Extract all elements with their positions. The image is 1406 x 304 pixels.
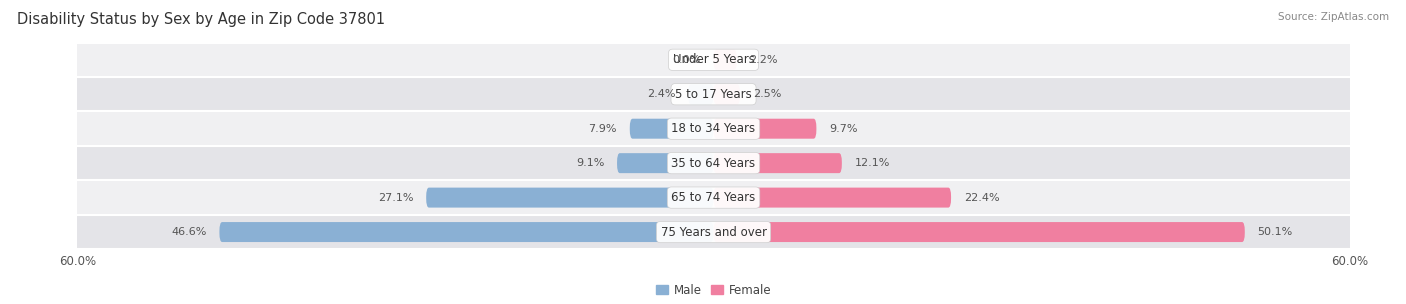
Text: 35 to 64 Years: 35 to 64 Years (672, 157, 755, 170)
Text: 46.6%: 46.6% (172, 227, 207, 237)
FancyBboxPatch shape (630, 119, 714, 139)
Bar (77, 215, 1350, 249)
Text: 50.1%: 50.1% (1257, 227, 1292, 237)
Bar (77, 77, 1350, 112)
Text: 22.4%: 22.4% (963, 193, 1000, 202)
FancyBboxPatch shape (219, 222, 714, 242)
FancyBboxPatch shape (714, 50, 737, 70)
Bar (77, 146, 1350, 180)
Bar (77, 43, 1350, 77)
Text: 9.1%: 9.1% (576, 158, 605, 168)
Legend: Male, Female: Male, Female (651, 279, 776, 301)
Text: 0.0%: 0.0% (672, 55, 700, 65)
FancyBboxPatch shape (714, 84, 740, 104)
Text: 5 to 17 Years: 5 to 17 Years (675, 88, 752, 101)
Text: 12.1%: 12.1% (855, 158, 890, 168)
Text: 2.5%: 2.5% (752, 89, 782, 99)
Bar (77, 180, 1350, 215)
FancyBboxPatch shape (617, 153, 714, 173)
Text: Under 5 Years: Under 5 Years (672, 53, 755, 66)
Text: Source: ZipAtlas.com: Source: ZipAtlas.com (1278, 12, 1389, 22)
Text: 7.9%: 7.9% (589, 124, 617, 134)
FancyBboxPatch shape (426, 188, 714, 208)
FancyBboxPatch shape (688, 84, 714, 104)
Text: 2.4%: 2.4% (647, 89, 675, 99)
Bar (77, 112, 1350, 146)
FancyBboxPatch shape (714, 119, 817, 139)
FancyBboxPatch shape (714, 188, 950, 208)
FancyBboxPatch shape (714, 153, 842, 173)
FancyBboxPatch shape (714, 222, 1244, 242)
Text: 18 to 34 Years: 18 to 34 Years (672, 122, 755, 135)
Text: 75 Years and over: 75 Years and over (661, 226, 766, 239)
Text: 9.7%: 9.7% (830, 124, 858, 134)
Text: 2.2%: 2.2% (749, 55, 778, 65)
Text: 27.1%: 27.1% (378, 193, 413, 202)
Text: Disability Status by Sex by Age in Zip Code 37801: Disability Status by Sex by Age in Zip C… (17, 12, 385, 27)
Text: 65 to 74 Years: 65 to 74 Years (672, 191, 755, 204)
